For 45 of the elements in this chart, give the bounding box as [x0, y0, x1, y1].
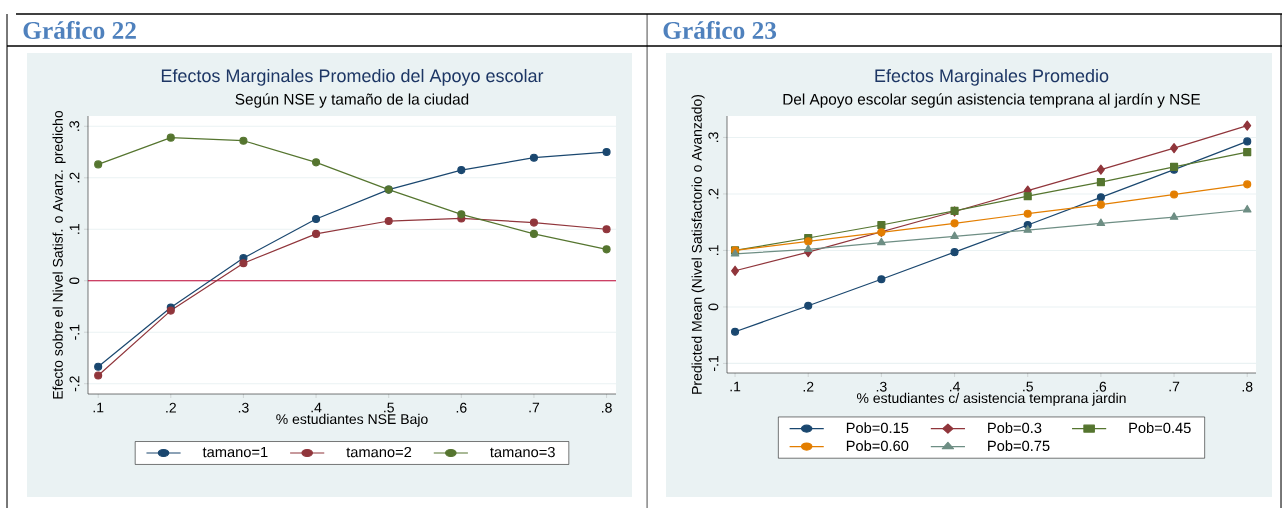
legend-label: Pob=0.45: [1129, 422, 1191, 434]
chart-subtitle: Según NSE y tamaño de la ciudad: [235, 93, 469, 108]
x-tick-label: .7: [1169, 381, 1180, 392]
x-tick-label: .2: [803, 381, 814, 392]
y-axis-title: Efecto sobre el Nivel Satisf. o Avanz. predicho: [52, 110, 66, 399]
x-tick-label: .8: [1242, 381, 1253, 392]
y-tick-label: .1: [69, 224, 80, 234]
y-tick-label: -.2: [69, 376, 80, 392]
x-tick-label: .6: [456, 402, 467, 413]
x-tick-label: .2: [166, 402, 176, 413]
y-axis-title: Predicted Mean (Nivel Satisfactorio o Avanzado): [691, 94, 705, 394]
y-tick-label: .3: [708, 132, 719, 143]
y-tick-label: -.1: [69, 324, 80, 340]
x-tick-label: .4: [950, 381, 960, 392]
y-tick-label: 0: [69, 277, 80, 285]
x-tick-label: .7: [529, 402, 540, 413]
y-tick-label: 0: [708, 303, 719, 311]
chart-title: Efectos Marginales Promedio: [875, 68, 1109, 86]
chart-title: Efectos Marginales Promedio del Apoyo escolar: [161, 68, 544, 86]
chart-subtitle: Del Apoyo escolar según asistencia temprana al jardín y NSE: [783, 93, 1200, 108]
y-tick-label: .1: [708, 245, 719, 255]
x-tick-label: .8: [602, 402, 612, 413]
legend-label: tamano=3: [490, 446, 555, 458]
x-tick-label: .4: [311, 402, 322, 413]
x-tick-label: .3: [876, 381, 887, 392]
legend-label: tamano=2: [346, 446, 412, 458]
x-tick-label: .1: [730, 381, 741, 392]
x-tick-label: .5: [384, 402, 394, 413]
legend-label: Pob=0.75: [988, 440, 1050, 452]
text: Gráfico 22: [23, 20, 136, 40]
x-tick-label: .3: [238, 402, 249, 413]
y-tick-label: .2: [69, 172, 80, 183]
legend-label: Pob=0.60: [846, 440, 909, 452]
y-tick-label: -.1: [708, 355, 719, 371]
x-axis-title: % estudiantes c/ asistencia temprana jardin: [856, 392, 1126, 406]
legend-label: Pob=0.3: [988, 422, 1042, 434]
x-tick-label: .1: [93, 402, 104, 413]
y-tick-label: .3: [69, 121, 80, 131]
x-axis-title: % estudiantes NSE Bajo: [276, 413, 428, 427]
legend-label: Pob=0.15: [846, 422, 909, 434]
x-tick-label: .6: [1096, 381, 1107, 392]
y-tick-label: .2: [708, 188, 719, 199]
text: Gráfico 23: [663, 20, 777, 40]
x-tick-label: .5: [1023, 381, 1033, 392]
legend-label: tamano=1: [202, 446, 268, 458]
